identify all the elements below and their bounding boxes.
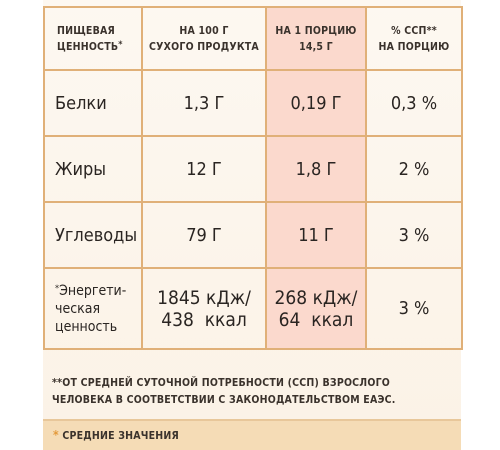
row-name: Углеводы bbox=[43, 201, 143, 269]
header-per-portion: НА 1 ПОРЦИЮ 14,5 Г bbox=[265, 6, 367, 71]
table-row-fat: Жиры 12 Г 1,8 Г 2 % bbox=[43, 135, 463, 203]
asterisk-mark: * bbox=[118, 39, 123, 50]
row-name: Белки bbox=[43, 69, 143, 137]
footnote-average-values: * СРЕДНИЕ ЗНАЧЕНИЯ bbox=[43, 419, 461, 450]
nutrition-table: ПИЩЕВАЯ ЦЕННОСТЬ* НА 100 Г СУХОГО ПРОДУК… bbox=[43, 6, 463, 350]
value-per-portion: 1,8 Г bbox=[265, 135, 367, 203]
asterisk-mark: * bbox=[55, 283, 60, 294]
header-nutritional-value: ПИЩЕВАЯ ЦЕННОСТЬ* bbox=[43, 6, 143, 71]
value-percent: 3 % bbox=[365, 201, 463, 269]
table-row-energy: *Энергети- ческая ценность 1845 кДж/ 438… bbox=[43, 267, 463, 350]
value-percent: 0,3 % bbox=[365, 69, 463, 137]
header-per-100g: НА 100 Г СУХОГО ПРОДУКТА bbox=[141, 6, 267, 71]
row-name-energy: *Энергети- ческая ценность bbox=[43, 267, 143, 350]
row-name: Жиры bbox=[43, 135, 143, 203]
table-row-protein: Белки 1,3 Г 0,19 Г 0,3 % bbox=[43, 69, 463, 137]
asterisk-icon: * bbox=[53, 428, 59, 442]
header-percent-ssp: % ССП** НА ПОРЦИЮ bbox=[365, 6, 463, 71]
value-per-100g: 1,3 Г bbox=[141, 69, 267, 137]
value-per-portion: 0,19 Г bbox=[265, 69, 367, 137]
energy-per-100g: 1845 кДж/ 438 ккал bbox=[141, 267, 267, 350]
table-header-row: ПИЩЕВАЯ ЦЕННОСТЬ* НА 100 Г СУХОГО ПРОДУК… bbox=[43, 6, 463, 71]
value-per-100g: 12 Г bbox=[141, 135, 267, 203]
value-per-100g: 79 Г bbox=[141, 201, 267, 269]
table-row-carbohydrates: Углеводы 79 Г 11 Г 3 % bbox=[43, 201, 463, 269]
double-asterisk-mark: ** bbox=[52, 377, 63, 389]
value-percent: 2 % bbox=[365, 135, 463, 203]
energy-percent: 3 % bbox=[365, 267, 463, 350]
energy-per-portion: 268 кДж/ 64 ккал bbox=[265, 267, 367, 350]
value-per-portion: 11 Г bbox=[265, 201, 367, 269]
footnote-ssp: **ОТ СРЕДНЕЙ СУТОЧНОЙ ПОТРЕБНОСТИ (ССП) … bbox=[52, 377, 396, 406]
